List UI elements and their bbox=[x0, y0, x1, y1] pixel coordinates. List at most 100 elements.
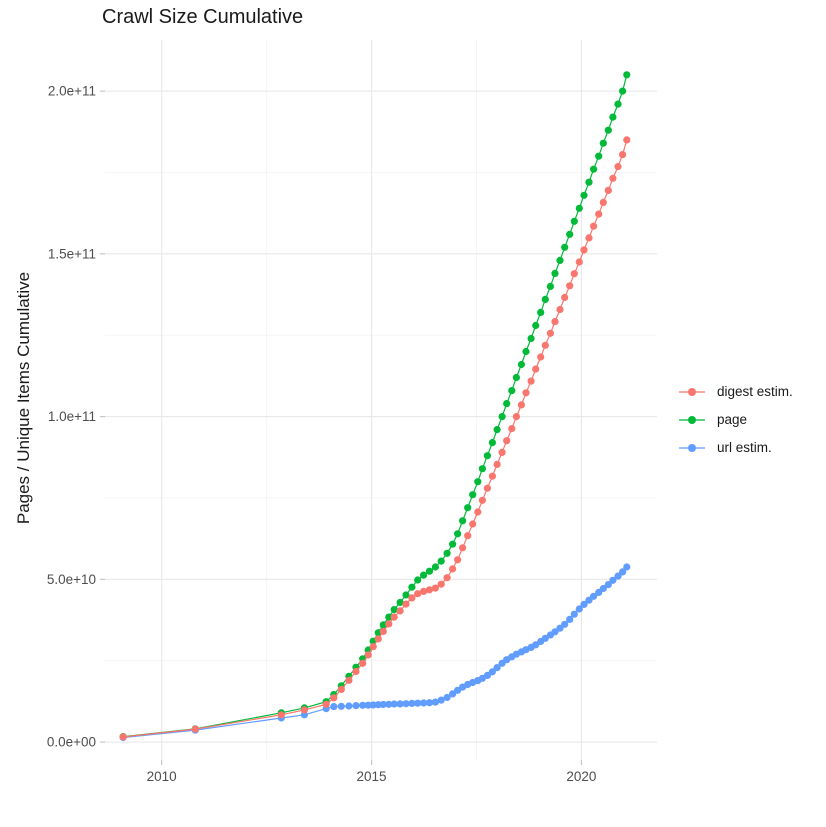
legend-item-url-estim: url estim. bbox=[678, 438, 793, 457]
data-point-url-estim bbox=[609, 576, 617, 584]
data-point-page bbox=[517, 360, 526, 369]
data-point-url-estim bbox=[420, 699, 428, 707]
data-point-digest-estim bbox=[364, 651, 372, 659]
data-point-page bbox=[614, 100, 622, 108]
data-point-page bbox=[609, 113, 617, 121]
data-point-digest-estim bbox=[609, 174, 617, 182]
data-point-url-estim bbox=[614, 572, 622, 580]
data-point-digest-estim bbox=[556, 305, 564, 314]
data-point-page bbox=[623, 71, 631, 79]
legend-item-page: page bbox=[678, 410, 793, 429]
data-point-digest-estim bbox=[300, 706, 308, 714]
data-point-url-estim bbox=[396, 700, 404, 708]
data-point-page bbox=[390, 606, 398, 614]
data-point-digest-estim bbox=[385, 620, 393, 628]
data-point-url-estim bbox=[541, 634, 549, 642]
data-point-url-estim bbox=[561, 620, 569, 628]
legend-key-url-line-dot-icon bbox=[679, 443, 705, 452]
data-point-page bbox=[604, 126, 612, 134]
data-point-page bbox=[459, 517, 467, 525]
data-point-digest-estim bbox=[566, 282, 574, 290]
legend: digest estim. page url estim. bbox=[678, 382, 793, 457]
data-point-digest-estim bbox=[498, 448, 506, 456]
data-point-digest-estim bbox=[599, 198, 607, 206]
y-tick-label: 1.0e+11 bbox=[48, 409, 96, 424]
data-point-url-estim bbox=[408, 699, 416, 708]
data-point-page bbox=[575, 204, 583, 212]
data-point-page bbox=[599, 139, 607, 147]
data-point-digest-estim bbox=[464, 532, 472, 540]
data-point-digest-estim bbox=[437, 580, 445, 588]
data-point-url-estim bbox=[570, 610, 578, 618]
data-point-page bbox=[464, 504, 472, 512]
data-point-digest-estim bbox=[469, 520, 477, 528]
data-point-digest-estim bbox=[449, 565, 457, 573]
data-point-url-estim bbox=[330, 703, 338, 711]
data-point-digest-estim bbox=[595, 210, 603, 218]
data-point-page bbox=[454, 530, 462, 538]
data-point-url-estim bbox=[488, 668, 496, 676]
data-point-page bbox=[566, 230, 574, 238]
data-point-digest-estim bbox=[488, 472, 496, 480]
y-tick-label: 5.0e+10 bbox=[47, 572, 96, 587]
data-point-digest-estim bbox=[119, 733, 127, 741]
data-point-digest-estim bbox=[623, 136, 631, 144]
data-point-page bbox=[449, 540, 457, 548]
data-point-digest-estim bbox=[478, 496, 486, 504]
x-tick-label: 2010 bbox=[147, 769, 177, 784]
data-point-digest-estim bbox=[604, 186, 612, 194]
data-point-digest-estim bbox=[330, 694, 338, 702]
data-point-page bbox=[478, 465, 486, 473]
data-point-digest-estim bbox=[322, 700, 330, 708]
data-point-page bbox=[585, 178, 593, 186]
data-point-digest-estim bbox=[614, 163, 622, 171]
data-point-url-estim bbox=[619, 568, 627, 576]
data-point-url-estim bbox=[431, 698, 439, 706]
data-point-page bbox=[570, 217, 578, 225]
data-point-page bbox=[561, 243, 569, 251]
data-point-page bbox=[474, 478, 482, 486]
data-point-digest-estim bbox=[527, 377, 535, 385]
data-point-page bbox=[580, 191, 588, 199]
data-point-page bbox=[503, 400, 511, 408]
data-point-url-estim bbox=[337, 702, 345, 710]
data-point-page bbox=[537, 308, 545, 316]
data-point-digest-estim bbox=[459, 544, 467, 552]
data-point-page bbox=[546, 282, 555, 290]
data-point-digest-estim bbox=[546, 329, 555, 337]
data-point-digest-estim bbox=[396, 607, 404, 615]
data-point-page bbox=[402, 591, 410, 599]
data-point-digest-estim bbox=[508, 425, 516, 433]
data-point-page bbox=[425, 567, 434, 575]
data-point-digest-estim bbox=[345, 676, 353, 684]
y-tick-label: 2.0e+11 bbox=[48, 84, 96, 99]
data-point-url-estim bbox=[390, 700, 398, 708]
data-point-page bbox=[431, 563, 439, 571]
data-point-digest-estim bbox=[541, 341, 549, 349]
data-point-url-estim bbox=[352, 702, 360, 710]
y-tick-label: 0.0e+00 bbox=[47, 735, 96, 750]
data-point-page bbox=[512, 373, 521, 382]
data-point-digest-estim bbox=[369, 643, 377, 651]
data-point-url-estim bbox=[566, 615, 574, 624]
data-point-url-estim bbox=[449, 690, 457, 698]
data-point-url-estim bbox=[483, 671, 491, 680]
data-point-page bbox=[590, 165, 598, 173]
data-point-digest-estim bbox=[517, 401, 526, 409]
data-point-page bbox=[498, 413, 506, 421]
series-digest-estim bbox=[119, 136, 631, 741]
data-point-digest-estim bbox=[619, 151, 627, 159]
data-point-url-estim bbox=[359, 701, 367, 709]
data-point-page bbox=[414, 576, 422, 584]
data-point-digest-estim bbox=[379, 627, 387, 636]
data-point-page bbox=[396, 598, 404, 607]
x-tick-label: 2020 bbox=[566, 769, 596, 784]
data-point-page bbox=[595, 152, 603, 160]
legend-label-digest-estim: digest estim. bbox=[717, 384, 793, 399]
data-point-digest-estim bbox=[454, 556, 462, 564]
data-point-digest-estim bbox=[277, 711, 285, 719]
data-point-digest-estim bbox=[532, 365, 540, 373]
data-point-digest-estim bbox=[352, 667, 360, 676]
data-point-digest-estim bbox=[402, 600, 410, 608]
